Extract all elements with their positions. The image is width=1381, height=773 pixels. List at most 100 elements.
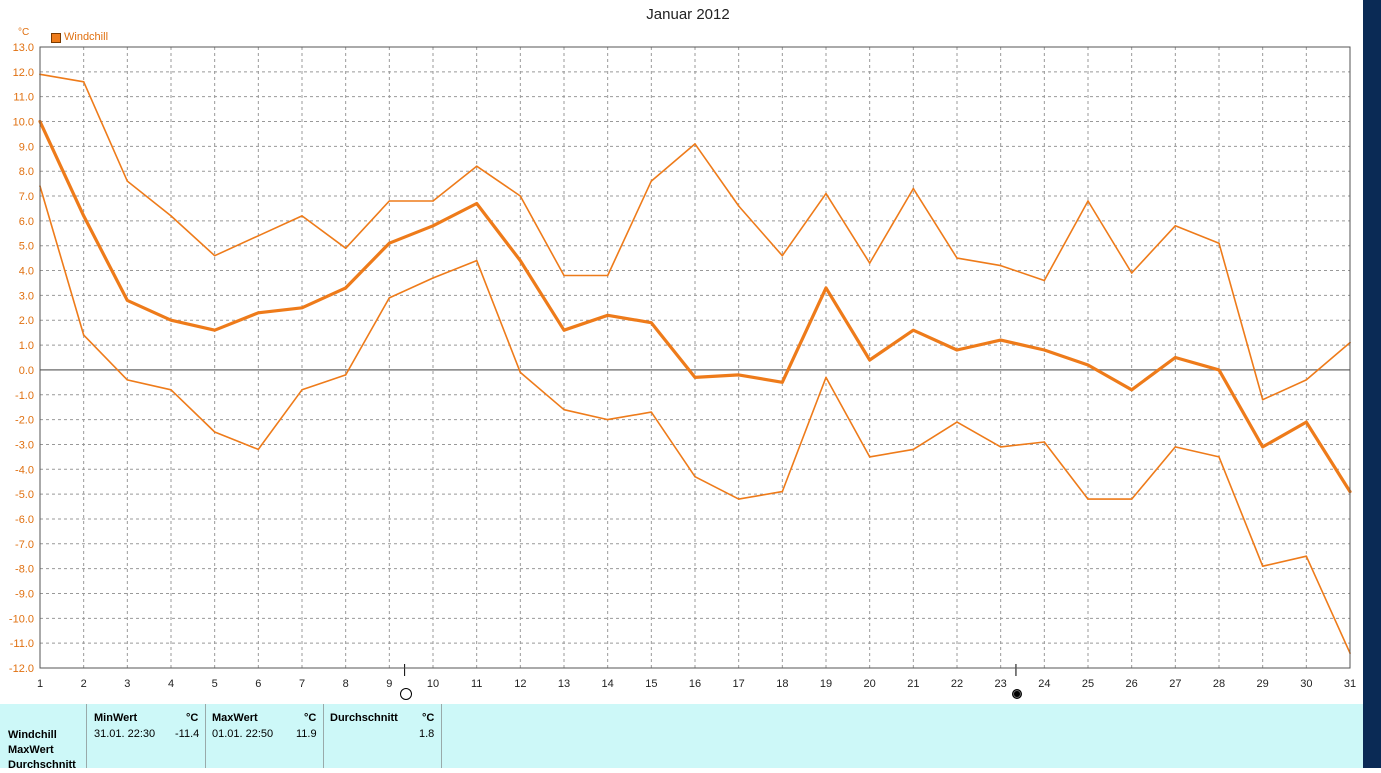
x-tick-label: 24: [1038, 678, 1050, 690]
y-tick-label: -6.0: [15, 514, 34, 526]
chart-grid: [39, 46, 1351, 669]
x-tick-label: 19: [820, 678, 832, 690]
data-point-min: [519, 371, 522, 374]
x-tick-label: 11: [471, 678, 482, 690]
stats-row-durchschnitt: Durchschnitt: [8, 759, 76, 771]
data-point-max: [956, 257, 958, 259]
stats-max-value: 11.9: [296, 728, 317, 740]
data-point-avg: [694, 376, 696, 379]
data-point-min: [1261, 565, 1264, 567]
data-point-max: [1305, 379, 1308, 381]
data-point-max: [475, 165, 478, 168]
y-tick-label: -4.0: [15, 464, 34, 476]
data-point-min: [344, 374, 347, 376]
y-tick-label: 8.0: [19, 166, 34, 178]
data-point-avg: [1218, 369, 1220, 371]
y-tick-label: -1.0: [15, 390, 34, 402]
data-point-avg: [519, 259, 522, 262]
data-point-avg: [301, 307, 303, 309]
data-point-max: [912, 187, 915, 190]
data-point-avg: [432, 225, 434, 227]
data-point-avg: [563, 329, 565, 331]
data-point-avg: [650, 321, 653, 324]
stats-min-unit: °C: [186, 712, 199, 724]
data-point-min: [126, 379, 129, 381]
data-point-avg: [475, 202, 478, 205]
x-tick-label: 7: [299, 678, 305, 690]
data-point-avg: [1087, 364, 1089, 366]
x-tick-label: 20: [864, 678, 876, 690]
x-tick-label: 31: [1344, 678, 1356, 690]
y-tick-label: -3.0: [15, 439, 34, 451]
stats-min-column: MinWert °C 31.01. 22:30 -11.4: [87, 704, 206, 768]
x-tick-label: 23: [995, 678, 1007, 690]
data-point-max: [126, 180, 129, 182]
data-point-max: [606, 274, 609, 277]
x-tick-label: 26: [1126, 678, 1138, 690]
data-point-avg: [999, 339, 1002, 341]
data-point-avg: [1261, 446, 1264, 448]
x-tick-label: 21: [907, 678, 919, 690]
x-tick-label: 30: [1300, 678, 1312, 690]
data-point-min: [257, 448, 260, 451]
stats-row-maxwert: MaxWert: [8, 744, 54, 756]
stats-row-windchill: Windchill: [8, 729, 57, 741]
x-tick-label: 27: [1169, 678, 1181, 690]
x-tick-label: 28: [1213, 678, 1225, 690]
data-point-max: [301, 215, 303, 217]
data-point-min: [868, 456, 871, 458]
data-point-min: [170, 388, 172, 391]
y-tick-label: -9.0: [15, 588, 34, 600]
y-tick-label: 0.0: [19, 365, 34, 377]
y-tick-label: 2.0: [19, 315, 34, 327]
data-point-min: [1087, 498, 1089, 500]
data-point-max: [1218, 242, 1220, 245]
y-tick-label: 13.0: [13, 42, 34, 54]
data-point-avg: [781, 381, 784, 384]
data-point-max: [650, 180, 653, 182]
data-point-max: [388, 200, 391, 202]
data-point-min: [1130, 498, 1133, 500]
stats-avg-unit: °C: [422, 712, 435, 724]
y-tick-label: -11.0: [10, 638, 34, 650]
x-tick-label: 29: [1257, 678, 1269, 690]
data-point-min: [432, 277, 434, 279]
data-point-max: [825, 192, 827, 195]
data-point-max: [781, 254, 784, 257]
data-point-min: [1174, 446, 1177, 448]
data-point-avg: [1130, 388, 1133, 391]
window-edge: [1363, 0, 1381, 768]
y-tick-label: -12.0: [9, 663, 34, 675]
data-point-min: [825, 376, 827, 379]
full-moon-icon: [400, 688, 412, 700]
x-tick-label: 3: [124, 678, 130, 690]
data-point-min: [694, 475, 696, 478]
legend-label: Windchill: [64, 31, 109, 43]
stats-max-date: 01.01. 22:50: [212, 728, 274, 740]
data-point-min: [388, 297, 391, 299]
stats-min-date: 31.01. 22:30: [94, 728, 156, 740]
data-point-max: [432, 200, 434, 202]
x-tick-label: 2: [81, 678, 87, 690]
data-point-min: [912, 448, 915, 451]
data-point-min: [475, 259, 478, 262]
data-point-min: [956, 421, 958, 423]
data-point-max: [1043, 279, 1046, 282]
x-tick-label: 18: [776, 678, 788, 690]
y-tick-label: -2.0: [15, 415, 34, 427]
data-point-avg: [1043, 349, 1046, 351]
stats-avg-column: Durchschnitt °C 1.8: [324, 704, 442, 768]
y-tick-label: 7.0: [19, 191, 34, 203]
stats-min-value: -11.4: [175, 728, 200, 740]
data-point-max: [694, 143, 696, 145]
data-point-max: [1087, 200, 1089, 202]
chart-series: [38, 73, 1352, 654]
data-point-avg: [737, 374, 740, 376]
data-point-avg: [257, 311, 260, 314]
x-tick-label: 22: [951, 678, 963, 690]
y-tick-label: 4.0: [19, 266, 34, 278]
chart-svg: 13.012.011.010.09.08.07.06.05.04.03.02.0…: [9, 42, 1356, 690]
data-point-max: [213, 254, 216, 257]
x-tick-label: 12: [514, 678, 526, 690]
y-tick-label: 1.0: [19, 340, 34, 352]
